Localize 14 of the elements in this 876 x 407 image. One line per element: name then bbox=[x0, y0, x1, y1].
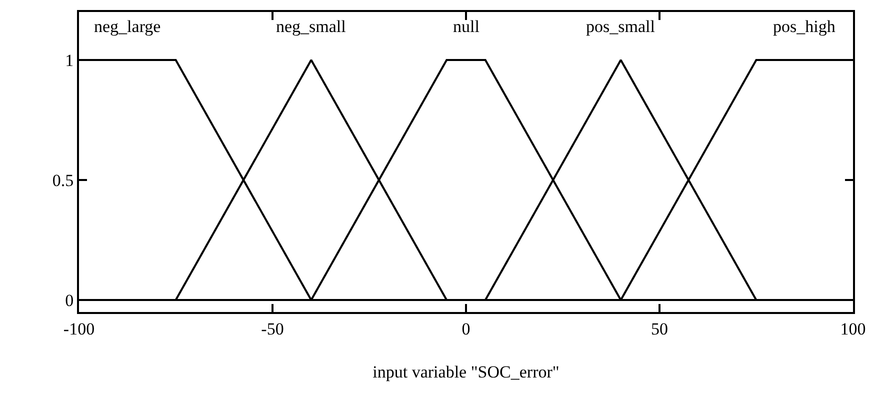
series-label: pos_high bbox=[773, 17, 836, 36]
x-tick-label: -100 bbox=[63, 319, 95, 338]
y-tick-label: 0.5 bbox=[52, 170, 74, 190]
y-tick-label: 1 bbox=[65, 50, 74, 70]
legend-label: null bbox=[453, 17, 480, 36]
x-tick-label: 50 bbox=[651, 319, 668, 338]
legend-label: neg_small bbox=[276, 17, 346, 36]
x-tick-label: 100 bbox=[840, 319, 866, 338]
x-tick-label: 0 bbox=[462, 319, 470, 338]
x-axis-title: input variable "SOC_error" bbox=[372, 362, 560, 382]
y-tick-label: 0 bbox=[65, 290, 74, 310]
x-tick-label: -50 bbox=[261, 319, 284, 338]
series-label: neg_large bbox=[94, 17, 161, 36]
legend-label: pos_small bbox=[586, 17, 656, 36]
